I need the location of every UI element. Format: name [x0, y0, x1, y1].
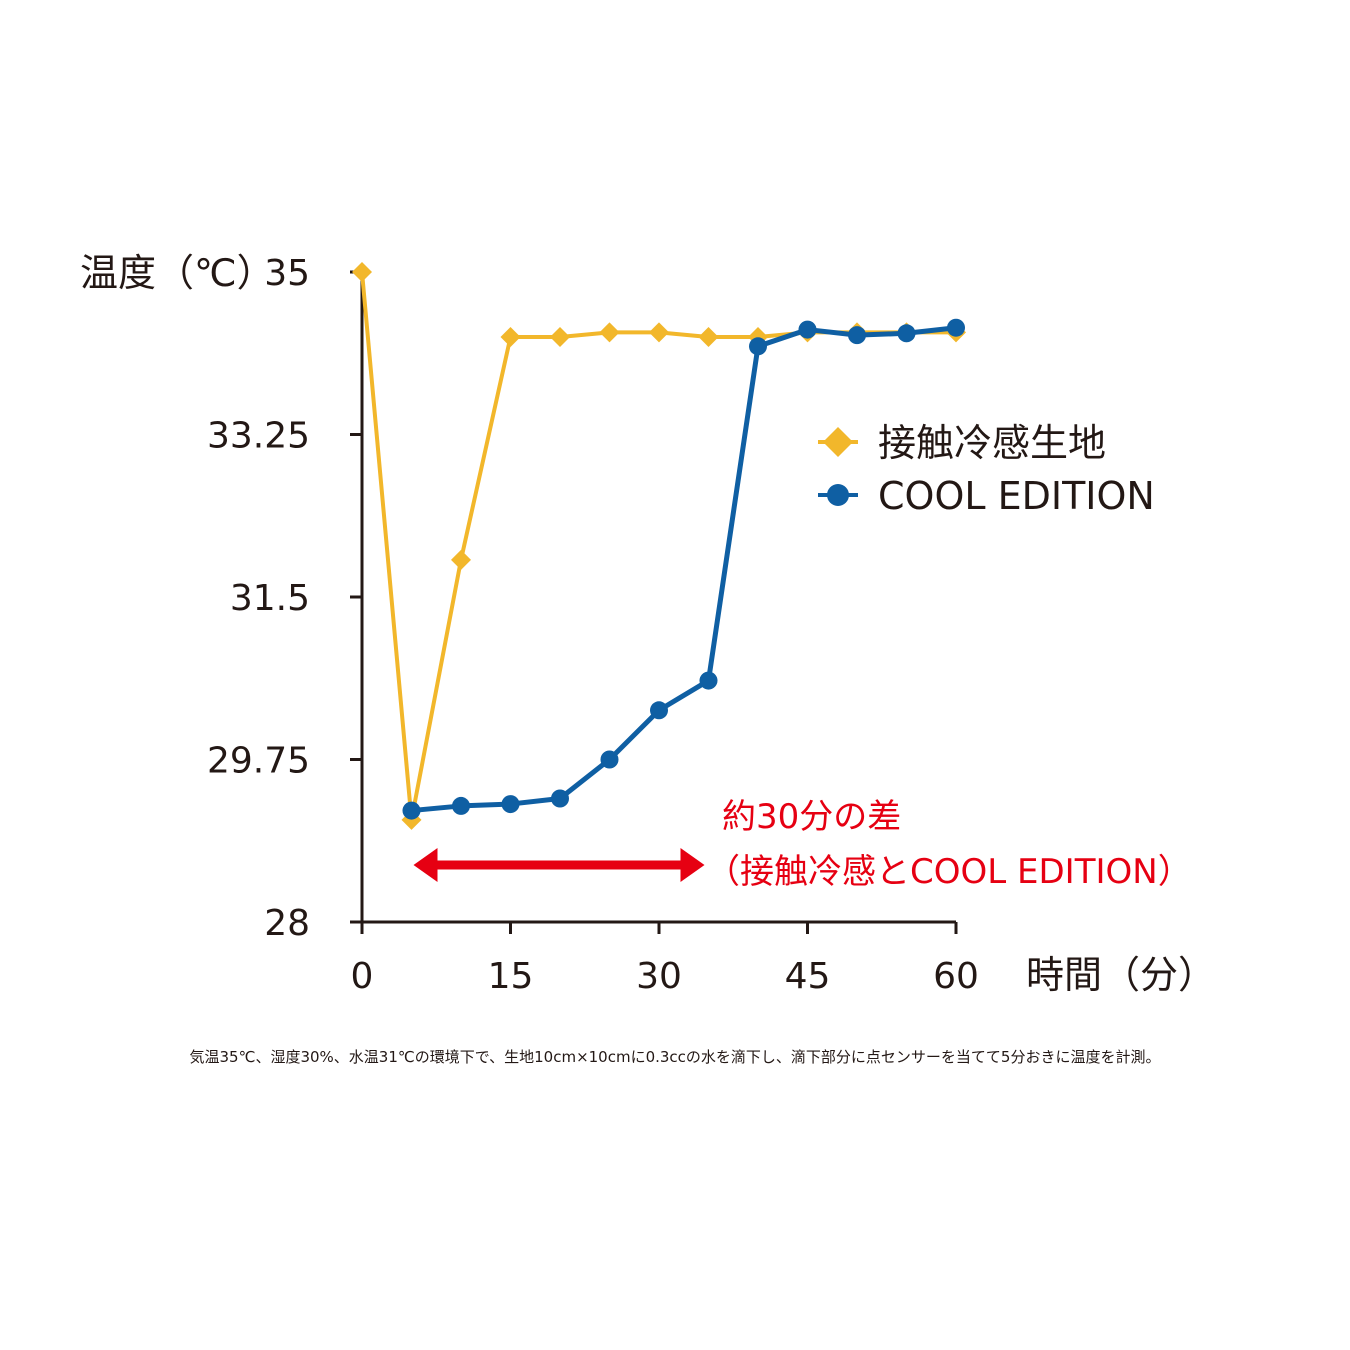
y-tick-label: 35 — [264, 253, 310, 294]
series-point-diamond — [698, 327, 719, 347]
x-axis-title: 時間（分） — [1026, 953, 1216, 997]
x-tick-label: 60 — [933, 956, 979, 997]
series-point-circle — [402, 801, 421, 820]
series-line-0 — [360, 271, 956, 822]
arrow-left-head-icon — [413, 848, 438, 882]
series-point-diamond — [649, 322, 669, 343]
annotation: 約30分の差 （接触冷感とCOOL EDITION） — [413, 797, 1192, 892]
legend-label-0: 接触冷感生地 — [878, 421, 1106, 465]
series-point-diamond — [599, 322, 620, 343]
series-point-circle — [897, 324, 916, 343]
series-point-circle — [947, 318, 965, 337]
series-point-circle — [650, 701, 668, 720]
x-tick-label: 45 — [785, 956, 831, 997]
annotation-line-1: 約30分の差 — [722, 797, 901, 837]
series-point-circle — [848, 326, 866, 345]
footnote: 気温35℃、湿度30%、水温31℃の環境下で、生地10cm×10cmに0.3cc… — [189, 1048, 1161, 1066]
legend-diamond-icon — [823, 427, 853, 457]
x-tick-label: 15 — [488, 956, 534, 997]
annotation-line-2: （接触冷感とCOOL EDITION） — [706, 852, 1192, 892]
series-point-circle — [501, 795, 520, 814]
arrow-right-head-icon — [680, 848, 705, 882]
legend: 接触冷感生地 COOL EDITION — [818, 421, 1155, 518]
series-point-circle — [600, 750, 619, 769]
series-point-diamond — [352, 262, 372, 282]
x-tick-label: 30 — [636, 956, 682, 997]
series-layer — [352, 262, 966, 830]
y-tick-label: 29.75 — [207, 741, 310, 782]
series-point-circle — [452, 796, 470, 815]
series-point-circle — [551, 789, 569, 808]
series-point-diamond — [451, 549, 471, 570]
legend-label-1: COOL EDITION — [878, 474, 1155, 518]
legend-circle-icon — [827, 484, 849, 506]
y-tick-label: 33.25 — [207, 416, 310, 457]
y-tick-label: 31.5 — [230, 578, 310, 619]
series-point-circle — [699, 671, 718, 690]
y-axis-title: 温度（℃） — [80, 251, 275, 295]
series-point-diamond — [550, 327, 570, 347]
series-point-diamond — [500, 327, 521, 347]
series-line-1 — [411, 325, 957, 814]
x-ticks: 0 15 30 45 60 — [351, 922, 979, 997]
difference-arrow — [413, 848, 705, 882]
x-tick-label: 0 — [351, 956, 374, 997]
y-tick-label: 28 — [264, 903, 310, 944]
y-ticks: 28 29.75 31.5 33.25 35 — [207, 253, 362, 944]
series-point-circle — [798, 320, 817, 339]
series-point-circle — [749, 337, 767, 356]
